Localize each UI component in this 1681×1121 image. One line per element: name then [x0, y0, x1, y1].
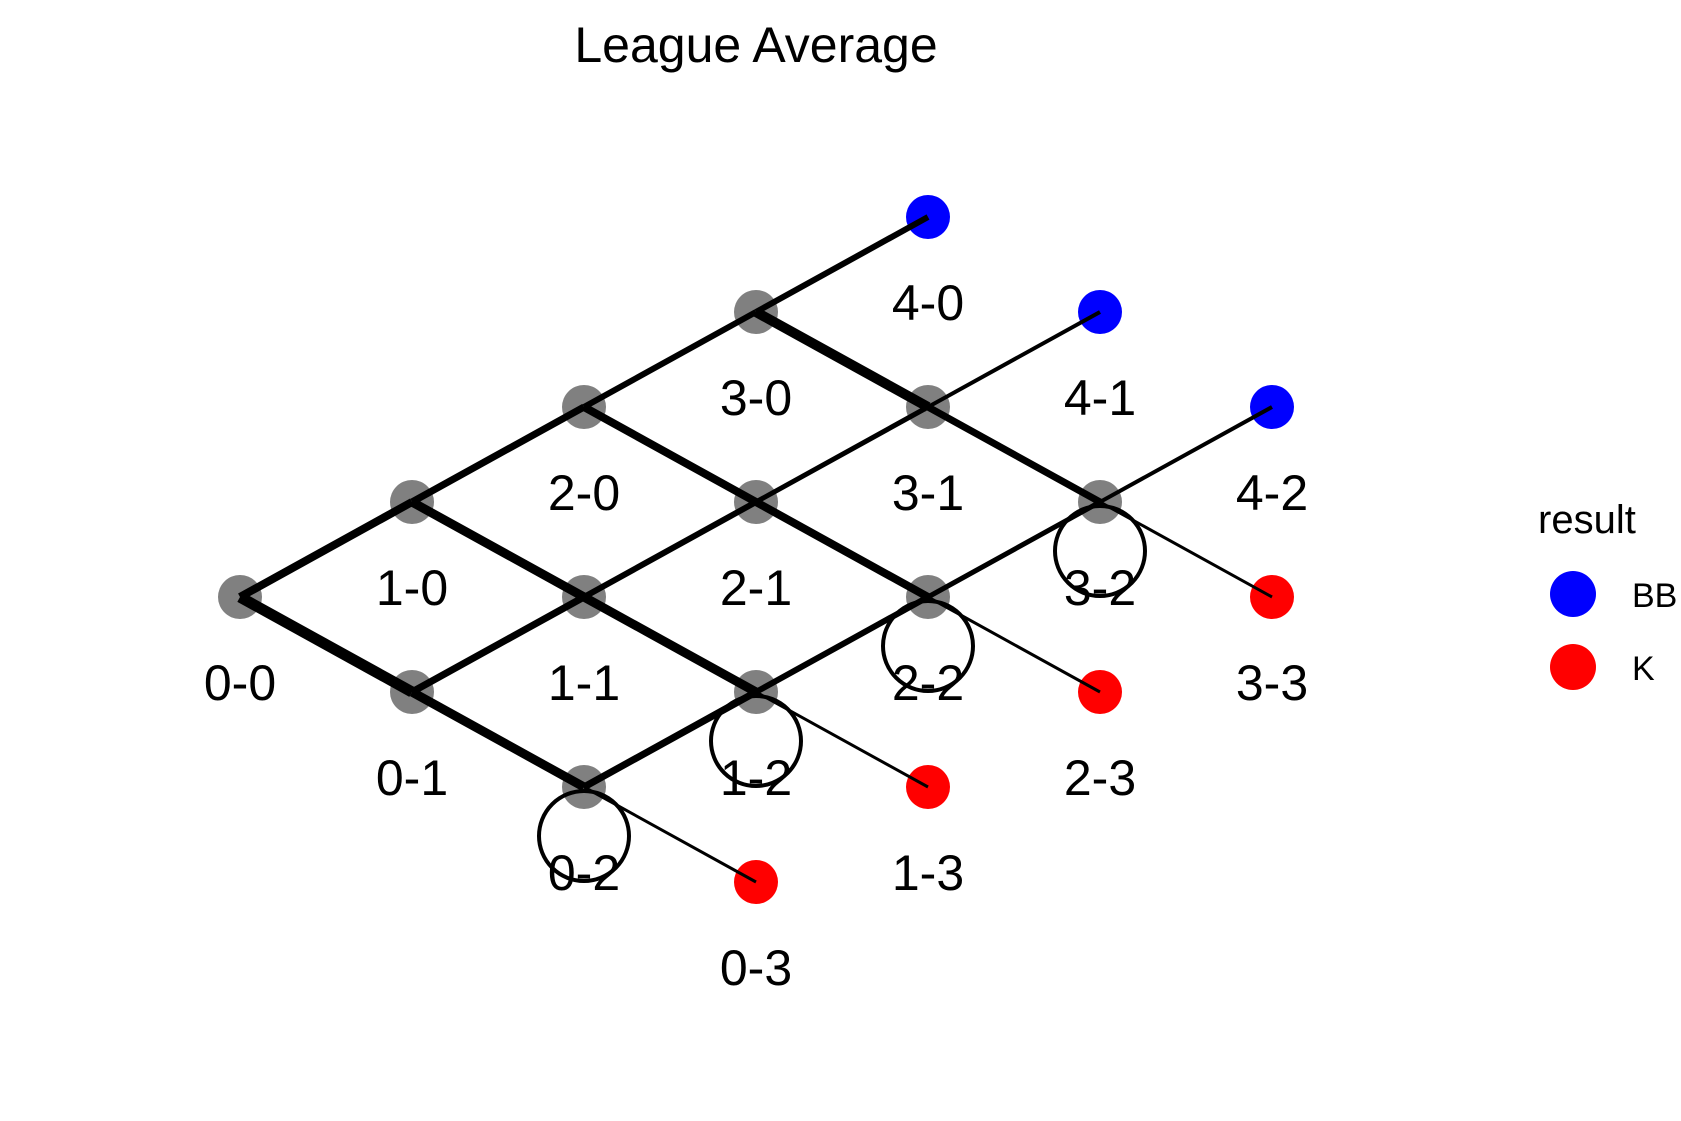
foul-loop-2-2 [881, 599, 975, 693]
edge-1-1-to-1-2 [581, 593, 759, 696]
foul-loop-1-2 [709, 694, 803, 788]
legend-title: result [1538, 498, 1636, 542]
count-label-layer: 0-01-02-03-04-00-11-12-13-14-10-21-22-23… [204, 275, 1308, 996]
count-label-3-0: 3-0 [720, 370, 792, 426]
legend-items: BB K [1550, 571, 1677, 690]
chart-title: League Average [574, 17, 937, 73]
edge-3-2-to-4-2 [1099, 405, 1273, 504]
count-label-1-0: 1-0 [376, 560, 448, 616]
count-label-3-1: 3-1 [892, 465, 964, 521]
edge-1-1-to-2-1 [582, 499, 758, 600]
count-label-4-0: 4-0 [892, 275, 964, 331]
count-label-2-1: 2-1 [720, 560, 792, 616]
edge-0-1-to-1-1 [410, 593, 586, 696]
legend-swatch-K [1550, 644, 1596, 690]
count-label-0-0: 0-0 [204, 655, 276, 711]
edge-2-1-to-2-2 [754, 498, 930, 601]
legend-swatch-BB [1550, 571, 1596, 617]
edge-1-0-to-1-1 [409, 498, 587, 601]
edge-3-0-to-4-0 [754, 214, 930, 315]
legend-label-BB: BB [1632, 577, 1677, 615]
count-label-4-1: 4-1 [1064, 370, 1136, 426]
count-label-3-3: 3-3 [1236, 655, 1308, 711]
count-label-1-1: 1-1 [548, 655, 620, 711]
edge-2-0-to-2-1 [582, 403, 758, 506]
count-label-0-1: 0-1 [376, 750, 448, 806]
foul-loop-3-2 [1053, 504, 1147, 598]
edge-0-0-to-1-0 [238, 498, 414, 601]
edge-3-1-to-3-2 [926, 403, 1102, 506]
edge-3-1-to-4-1 [927, 310, 1101, 409]
count-label-4-2: 4-2 [1236, 465, 1308, 521]
legend-label-K: K [1632, 650, 1655, 688]
legend: result BB K [1538, 498, 1677, 690]
edge-0-1-to-0-2 [409, 688, 587, 791]
foul-loop-layer [537, 504, 1147, 883]
count-label-2-3: 2-3 [1064, 750, 1136, 806]
edge-3-0-to-3-1 [753, 307, 931, 412]
edge-2-0-to-3-0 [582, 309, 758, 410]
count-label-2-0: 2-0 [548, 465, 620, 521]
foul-loop-0-2 [537, 789, 631, 883]
count-label-0-3: 0-3 [720, 940, 792, 996]
edge-0-0-to-0-1 [237, 592, 415, 697]
edge-1-0-to-2-0 [410, 403, 586, 506]
count-label-1-3: 1-3 [892, 845, 964, 901]
edge-2-1-to-3-1 [754, 404, 930, 505]
